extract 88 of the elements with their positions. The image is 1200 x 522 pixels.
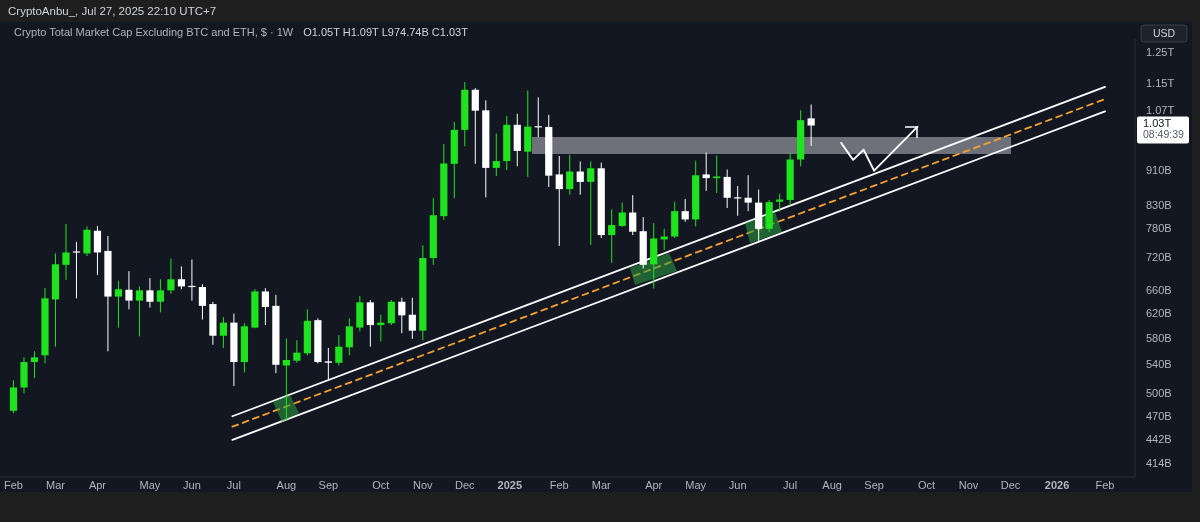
x-tick-label: Aug — [822, 478, 842, 491]
candlestick — [681, 198, 689, 223]
candlestick — [219, 316, 227, 349]
x-tick-label: Mar — [591, 478, 612, 491]
candlestick — [492, 133, 500, 177]
candlestick — [566, 154, 574, 196]
x-tick-label: May — [139, 478, 161, 491]
candlestick — [72, 241, 81, 299]
candlestick — [93, 225, 102, 276]
candlestick — [261, 287, 269, 326]
x-tick-label: May — [685, 478, 707, 491]
candlestick — [125, 270, 133, 310]
y-tick-label: 720B — [1146, 251, 1172, 264]
y-tick-label: 660B — [1146, 283, 1172, 296]
candlestick — [114, 280, 123, 329]
candlestick — [366, 299, 374, 348]
x-tick-label: Mar — [46, 478, 66, 491]
x-tick-label: Jul — [783, 478, 798, 491]
x-tick-label: Feb — [549, 478, 569, 491]
y-tick-label: 1.25T — [1146, 46, 1175, 59]
candlestick — [744, 174, 752, 212]
x-tick-label: Jun — [728, 478, 747, 491]
candlestick — [198, 283, 207, 321]
candlestick — [324, 347, 332, 380]
text: CryptoAnbu_, Jul 27, 2025 22:10 UTC+7 — [8, 5, 217, 17]
candlestick — [335, 334, 343, 366]
y-tick-label: 910B — [1146, 164, 1172, 177]
y-tick-label: 620B — [1146, 307, 1172, 320]
candlestick — [345, 317, 353, 356]
x-tick-label: Sep — [318, 478, 339, 491]
candlestick — [62, 223, 70, 281]
x-tick-label: Nov — [958, 478, 979, 491]
y-tick-label: 780B — [1146, 221, 1172, 234]
candlestick — [146, 277, 154, 309]
line-series — [840, 125, 919, 172]
candlestick — [723, 169, 731, 209]
x-tick-label: 2026 — [1044, 478, 1070, 491]
x-tick-label: Feb — [4, 478, 23, 491]
candlestick — [387, 299, 395, 326]
candlestick — [135, 285, 144, 337]
y-tick-label: 540B — [1146, 358, 1172, 371]
candlestick — [618, 202, 626, 228]
y-tick-label: 580B — [1146, 331, 1172, 344]
y-tick-label: 414B — [1146, 457, 1172, 470]
chart-subtitle: O1.05T H1.09T L974.74B C1.03T — [303, 26, 469, 38]
candlestick — [30, 350, 39, 379]
y-tick-label: 470B — [1146, 409, 1172, 422]
candlestick — [629, 194, 637, 236]
candlestick — [734, 185, 742, 217]
candlestick — [576, 160, 584, 196]
candlestick — [83, 225, 91, 257]
x-tick-label: Feb — [1095, 478, 1115, 491]
chart-title: Crypto Total Market Cap Excluding BTC and ETH, $ · 1W — [14, 26, 294, 38]
x-tick-label: Apr — [645, 478, 663, 491]
text: 08:49:39 — [1143, 128, 1185, 141]
candlestick — [807, 103, 815, 147]
y-tick-label: 830B — [1146, 198, 1172, 211]
candlestick — [282, 337, 290, 421]
candlestick — [713, 155, 721, 194]
candlestick — [587, 160, 595, 246]
candlestick — [408, 297, 416, 340]
y-tick-label: 442B — [1146, 432, 1172, 445]
candlestick — [608, 208, 616, 264]
x-tick-label: Jul — [226, 478, 241, 491]
candlestick — [471, 87, 479, 165]
x-tick-label: Sep — [864, 478, 884, 491]
y-tick-label: 1.15T — [1146, 77, 1175, 90]
x-tick-label: Nov — [413, 478, 434, 491]
x-tick-label: Oct — [372, 478, 390, 491]
x-tick-label: Oct — [918, 478, 936, 491]
candlestick — [555, 155, 563, 247]
x-tick-label: Apr — [88, 478, 107, 491]
x-tick-label: Aug — [276, 478, 297, 491]
candlestick — [702, 151, 710, 192]
candlestick — [293, 339, 301, 364]
x-tick-label: Jun — [183, 478, 201, 491]
text: USD — [1152, 26, 1176, 39]
x-tick-label: Dec — [455, 478, 476, 491]
y-tick-label: 1.07T — [1146, 104, 1175, 117]
candlestick — [9, 379, 18, 414]
candlestick — [167, 258, 175, 295]
candlestick — [156, 278, 165, 313]
x-tick-label: 2025 — [497, 478, 523, 491]
x-tick-label: Dec — [1000, 478, 1021, 491]
candlestick — [398, 297, 406, 334]
candlestick — [177, 265, 186, 290]
y-tick-label: 500B — [1146, 386, 1172, 399]
text: 1.03T — [1143, 117, 1172, 130]
